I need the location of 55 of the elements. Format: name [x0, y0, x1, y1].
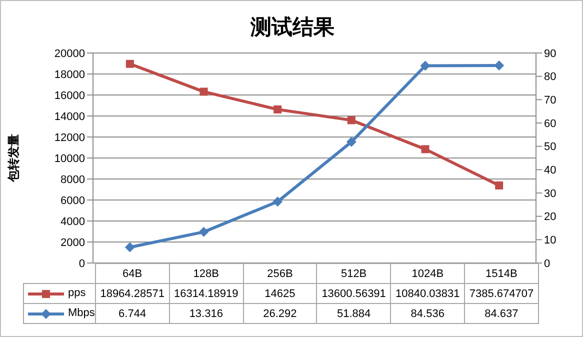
data-label: 16314.18919: [169, 284, 244, 304]
point: [495, 181, 504, 190]
y-tick-label: 16000: [54, 90, 85, 102]
point: [421, 145, 430, 154]
y2-tick-label: 40: [544, 164, 556, 177]
point: [126, 60, 134, 68]
point: [200, 88, 208, 96]
legend-label: Mbps: [68, 307, 95, 320]
point: [124, 242, 135, 252]
legend-label: pps: [68, 287, 86, 300]
y2-tick-label: 80: [544, 71, 556, 84]
x-tick-label: 64B: [95, 264, 170, 284]
y-tick-label: 2000: [60, 236, 85, 249]
y-tick-label: 0: [78, 258, 85, 270]
data-label: 7385.674707: [464, 284, 538, 304]
y2-tick-label: 10: [544, 234, 556, 247]
data-label: 51.884: [316, 304, 391, 324]
y2-tick-label: 60: [544, 118, 556, 130]
point: [346, 136, 356, 147]
data-label: 13.316: [169, 304, 244, 324]
y-tick-label: 10000: [54, 152, 85, 165]
y2-tick-label: 20: [544, 211, 556, 224]
y2-tick-label: 50: [544, 141, 556, 154]
y-tick-label: 14000: [54, 110, 85, 123]
data-label: 18964.28571: [95, 284, 170, 304]
y-tick-label: 8000: [60, 174, 85, 186]
point: [274, 105, 282, 114]
x-tick-label: 512B: [316, 264, 391, 284]
data-label: 26.292: [243, 304, 317, 324]
data-label: 13600.56391: [316, 284, 391, 304]
data-label: 84.536: [390, 304, 465, 324]
y-tick-label: 20000: [54, 48, 85, 60]
y-tick-label: 6000: [60, 194, 85, 207]
point: [272, 196, 283, 207]
y2-tick-label: 0: [544, 258, 550, 270]
y2-tick-label: 90: [544, 48, 556, 60]
data-label: 84.637: [464, 304, 538, 324]
point: [420, 60, 430, 71]
chart-title: 测试结果: [249, 15, 336, 41]
x-tick-label: 256B: [243, 264, 317, 284]
y-tick-label: 4000: [60, 216, 85, 228]
y-axis-title: 包转发量: [6, 134, 20, 183]
point: [347, 116, 356, 124]
data-label: 10840.03831: [390, 284, 465, 304]
x-tick-label: 128B: [169, 264, 244, 284]
point: [198, 226, 209, 237]
y2-tick-label: 70: [544, 94, 556, 107]
data-label: 6.744: [95, 304, 170, 324]
x-tick-label: 1024B: [390, 264, 465, 284]
data-label: 14625: [243, 284, 317, 304]
y-tick-label: 12000: [54, 132, 85, 144]
point: [494, 60, 504, 71]
y2-tick-label: 30: [544, 188, 556, 200]
x-tick-label: 1514B: [464, 264, 538, 284]
y-tick-label: 18000: [54, 68, 85, 81]
